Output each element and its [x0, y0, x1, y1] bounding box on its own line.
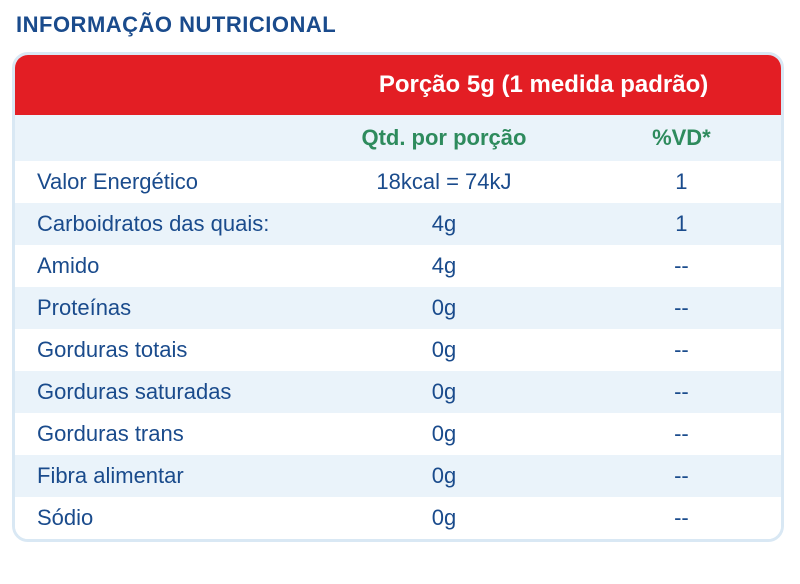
row-qty: 4g [306, 245, 582, 287]
row-label: Amido [15, 245, 306, 287]
row-qty: 0g [306, 413, 582, 455]
row-qty: 4g [306, 203, 582, 245]
nutrition-table-panel: Porção 5g (1 medida padrão) Qtd. por por… [12, 52, 784, 542]
table-row: Gorduras trans0g-- [15, 413, 781, 455]
nutrition-table: Porção 5g (1 medida padrão) Qtd. por por… [15, 55, 781, 539]
row-qty: 0g [306, 287, 582, 329]
table-row: Gorduras saturadas0g-- [15, 371, 781, 413]
col-qty-header: Qtd. por porção [306, 115, 582, 161]
subheader-spacer [15, 115, 306, 161]
table-row: Amido4g-- [15, 245, 781, 287]
table-row: Proteínas0g-- [15, 287, 781, 329]
row-label: Sódio [15, 497, 306, 539]
row-label: Valor Energético [15, 161, 306, 203]
row-label: Carboidratos das quais: [15, 203, 306, 245]
serving-header: Porção 5g (1 medida padrão) [306, 55, 781, 115]
row-qty: 0g [306, 455, 582, 497]
row-dv: 1 [582, 203, 781, 245]
row-qty: 18kcal = 74kJ [306, 161, 582, 203]
nutrition-title: INFORMAÇÃO NUTRICIONAL [16, 12, 788, 38]
row-dv: -- [582, 497, 781, 539]
header-spacer [15, 55, 306, 115]
table-row: Sódio0g-- [15, 497, 781, 539]
row-dv: 1 [582, 161, 781, 203]
row-dv: -- [582, 413, 781, 455]
row-qty: 0g [306, 371, 582, 413]
row-dv: -- [582, 371, 781, 413]
row-label: Gorduras trans [15, 413, 306, 455]
table-row: Carboidratos das quais:4g1 [15, 203, 781, 245]
row-label: Fibra alimentar [15, 455, 306, 497]
row-qty: 0g [306, 329, 582, 371]
row-dv: -- [582, 455, 781, 497]
row-qty: 0g [306, 497, 582, 539]
row-label: Gorduras totais [15, 329, 306, 371]
row-label: Gorduras saturadas [15, 371, 306, 413]
row-label: Proteínas [15, 287, 306, 329]
table-row: Fibra alimentar0g-- [15, 455, 781, 497]
row-dv: -- [582, 287, 781, 329]
row-dv: -- [582, 329, 781, 371]
col-dv-header: %VD* [582, 115, 781, 161]
table-row: Gorduras totais0g-- [15, 329, 781, 371]
row-dv: -- [582, 245, 781, 287]
table-row: Valor Energético18kcal = 74kJ1 [15, 161, 781, 203]
